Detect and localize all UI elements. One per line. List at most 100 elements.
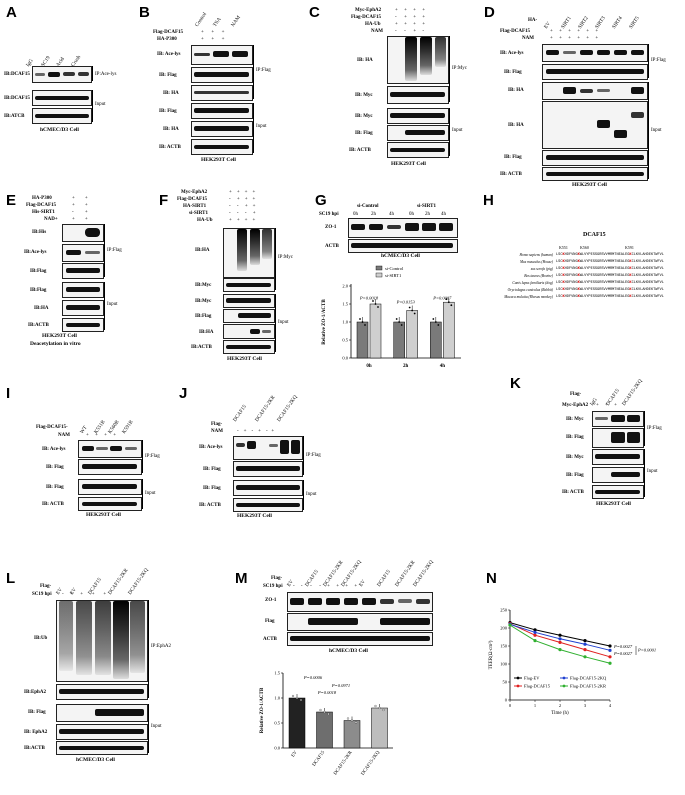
row-label: IB: Myc [355,114,373,119]
cell-caption: hCMEC/D3 Cell [329,648,368,654]
blot-row [592,485,644,499]
row-label: IB: Flag [28,710,46,715]
row-label: IB: Flag [566,435,584,440]
row-label: IB: HA [357,58,373,63]
panel-letter: N [486,570,497,587]
sign: + + + + + + [550,29,599,34]
series-point [558,633,562,637]
band [194,72,249,77]
row-label: IB: Flag [203,486,221,491]
band [85,251,100,254]
group-label: Input [278,320,289,325]
band [238,313,271,318]
panel-letter: K [510,375,521,392]
sign: - + + + [229,197,256,202]
sequence: LSCKHDFVNGKWLVYPESSGRSVVMRMTNEALEGKCLKVL… [556,260,664,264]
group-label: Input [151,724,162,729]
row-label: IB: HA [508,123,524,128]
p-value: P=0.0018 [317,690,337,695]
panel-k: K IgG DCAF15 DCAF15-2KQ Flag- Myc-EphA2 … [510,375,685,550]
series-point [533,628,537,632]
blot-row [62,300,104,316]
bracket [275,228,276,290]
ub-smear [262,229,272,259]
sign: + + + + [395,8,426,13]
blot-row [191,85,253,101]
y-tick-label: 1.5 [342,302,348,307]
bracket [648,82,649,179]
bar [369,303,382,359]
band [250,329,260,334]
sign: + + + + [395,22,426,27]
band [611,432,625,443]
cell-caption: HEK293T Cell [201,157,236,163]
series-point [558,637,562,641]
group-label: Input [107,302,118,307]
header-label: Myc-EphA2 [181,190,208,195]
bar-chart-m: 0.0 0.5 1.0 1.5 Relative ZO-1/ACTB EV DCAF15 DC… [260,671,393,777]
line-chart-n: 0 50 100 150 200 250 0 1 2 3 4 Time (h) TEER(Ω·cm²) F… [488,608,656,717]
site-label: K560 [580,245,589,250]
bracket [648,44,649,78]
series-point [583,642,587,646]
legend-label: Flag-DCAF15-2KQ [570,676,607,681]
series-point [533,639,537,643]
blot-row [191,121,253,137]
band [631,50,644,55]
panel-a: A IgG SC19 Acid Crush IB:DCAF15 IP:Ace-l… [0,0,135,180]
sign: - + [72,210,88,215]
data-point [350,719,354,722]
bar [371,707,388,749]
time-label: 4h [389,212,394,217]
row-label: ZO-1 [265,598,277,603]
band [59,729,144,734]
row-label: IB:HA [199,330,214,335]
band [439,223,453,231]
bar [406,310,418,359]
data-point [374,303,377,305]
group-label: Input [95,102,106,107]
sign: + + + [201,30,225,35]
band [66,323,100,327]
x-tick-label: 2h [403,364,409,369]
col-label: SIRT3 [594,15,607,30]
alignment-row: Homo sapiens (human) LSCKHDFVNGKWLVYPESSG… [481,252,685,259]
header-label: Flag-DCAF15 [500,29,530,34]
band [290,598,304,605]
band [236,503,300,507]
y-tick-label: 100 [500,662,508,667]
col-label: SIRT5 [628,15,641,30]
col-label: TSA [212,16,223,28]
bar [356,321,369,359]
sign: - + + + [395,15,426,20]
panel-h: H DCAF15 K551 K560 K591 Homo sapiens (hu… [475,190,685,320]
band [390,148,445,152]
alignment-row: sus scrofa (pig) LSCKHDFVNGKWLVYPESSGRSVV… [481,266,685,273]
sign: + + + + [229,218,256,223]
band [390,113,445,118]
y-tick-label: 1.0 [342,320,348,325]
sign: + + + + + + [550,36,599,41]
y-tick-label: 0 [505,698,508,703]
series-point [508,623,512,627]
species-label: Mus musculus (House) [520,260,553,264]
data-point [411,309,414,312]
header-label: HA-P300 [157,37,177,42]
legend-label: Flag-DCAF15 [524,684,551,689]
group-label: IP:Flag [145,454,160,459]
header-label: HA-SIRT1 [183,204,207,209]
band [35,114,89,118]
series-point [608,655,612,659]
band [82,464,137,469]
row-label: IB:DCAF15 [4,96,30,101]
bracket [148,600,149,698]
header-label: SC19 hpi [32,592,52,597]
band [398,599,412,603]
species-label: sus scrofa (pig) [530,267,553,271]
header-label: Flag-DCAF15 [26,203,56,208]
row-label: IB: ACTB [199,503,221,508]
p-value: P=0.0006 [303,675,323,680]
group-label: IP:Ace-lys [95,72,117,77]
row-label: IB: ACTB [159,145,181,150]
legend-label: Flag-DCAF15-2KR [570,684,606,689]
